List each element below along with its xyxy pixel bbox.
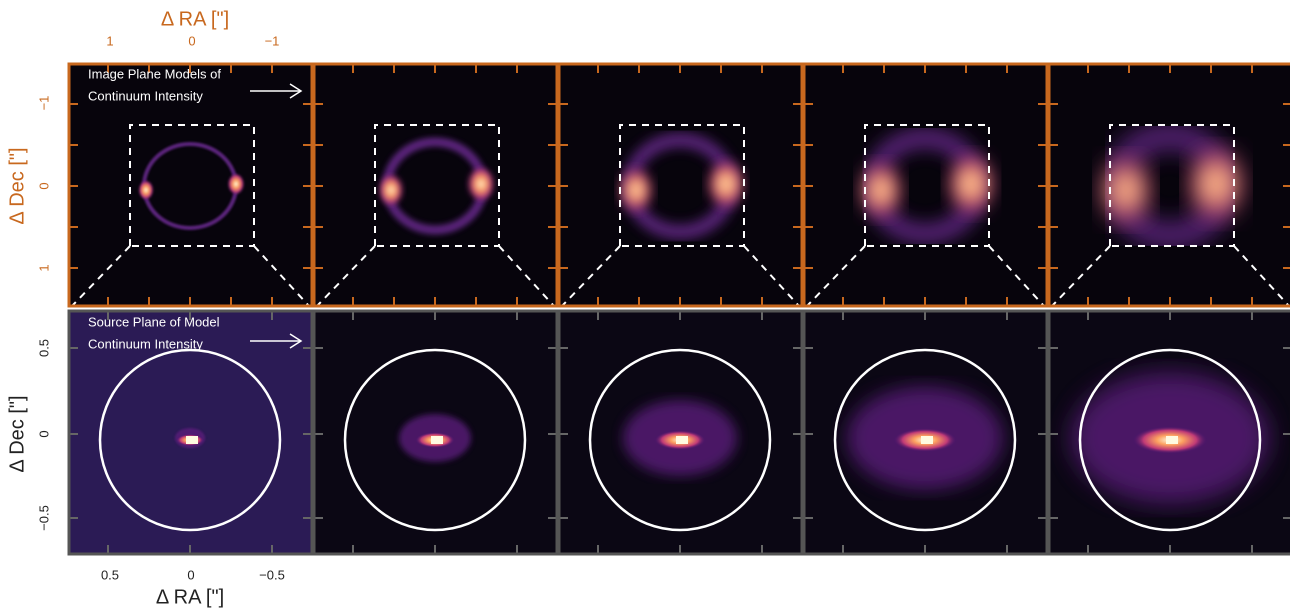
panel-frame	[557, 62, 804, 308]
blob	[1098, 153, 1154, 227]
panel-bg	[313, 63, 558, 307]
annotation: Source Plane of Model	[88, 314, 220, 329]
image-plane-panel	[1047, 62, 1290, 308]
image-plane-panel	[802, 62, 1049, 308]
blob	[1185, 144, 1247, 224]
blob	[138, 179, 154, 201]
image-plane-panel	[67, 62, 314, 308]
panel-frame	[802, 309, 1049, 556]
panel-frame	[312, 62, 559, 308]
panel-frame	[312, 309, 559, 556]
top-x-tick: 1	[106, 33, 113, 48]
zoom-box	[71, 124, 310, 307]
blob	[706, 158, 746, 210]
blob	[945, 151, 997, 217]
source-peak	[186, 436, 198, 444]
source-plane-panel	[67, 309, 314, 556]
bottom-y-tick: 0.5	[36, 339, 51, 357]
panel-bg	[803, 63, 1048, 307]
bottom-x-tick: 0.5	[101, 567, 119, 582]
annotation: Image Plane Models of	[88, 66, 221, 81]
panel-bg	[1048, 63, 1290, 307]
top-y-label: Δ Dec ["]	[6, 147, 28, 224]
zoom-box	[1051, 124, 1290, 307]
blob	[858, 160, 904, 220]
top-y-tick: 0	[36, 182, 51, 189]
image-plane-panel	[557, 62, 1086, 308]
top-y-tick: 1	[36, 264, 51, 271]
annotations: Image Plane Models of Continuum Intensit…	[88, 66, 303, 351]
top-x-tick: −1	[265, 33, 280, 48]
bottom-x-label: Δ RA ["]	[156, 586, 224, 608]
panel-frame	[1047, 62, 1290, 308]
annotation: Continuum Intensity	[88, 336, 203, 351]
top-y-tick: −1	[36, 96, 51, 111]
caustic	[588, 348, 772, 532]
annotation: Continuum Intensity	[88, 88, 203, 103]
panel-frame	[67, 62, 314, 308]
bottom-y-tick: −0.5	[36, 505, 51, 531]
bottom-y-label: Δ Dec ["]	[6, 395, 28, 472]
blob	[227, 172, 245, 196]
source-peak	[676, 436, 688, 444]
arrow-head	[289, 333, 303, 349]
bottom-x-tick: 0	[187, 567, 194, 582]
image-plane-panel	[312, 62, 592, 308]
source-peak	[921, 436, 933, 444]
zoom-box	[316, 124, 555, 307]
panel-frame	[67, 309, 314, 556]
source-peak	[431, 436, 443, 444]
source-peak	[1166, 436, 1178, 444]
panels	[67, 62, 1290, 556]
top-x-label: Δ RA ["]	[161, 8, 229, 30]
zoom-box	[561, 124, 800, 307]
blob	[618, 166, 654, 214]
caustic	[98, 348, 282, 532]
caustic	[833, 348, 1017, 532]
blob	[466, 165, 496, 203]
bottom-x-tick: −0.5	[259, 567, 285, 582]
zoom-box	[806, 124, 1045, 307]
source-plane-panel	[1047, 309, 1290, 556]
panel-bg	[558, 63, 803, 307]
blob	[378, 173, 404, 207]
arrow-head	[289, 83, 303, 99]
panel-frame	[1047, 309, 1290, 556]
bottom-y-tick: 0	[36, 430, 51, 437]
caustic	[343, 348, 527, 532]
caustic	[1078, 348, 1262, 532]
source-plane-panel	[312, 309, 559, 556]
top-x-tick: 0	[188, 33, 195, 48]
source-plane-panel	[557, 309, 804, 556]
panel-frame	[557, 309, 804, 556]
panel-frame	[802, 62, 1049, 308]
source-plane-panel	[802, 309, 1049, 556]
